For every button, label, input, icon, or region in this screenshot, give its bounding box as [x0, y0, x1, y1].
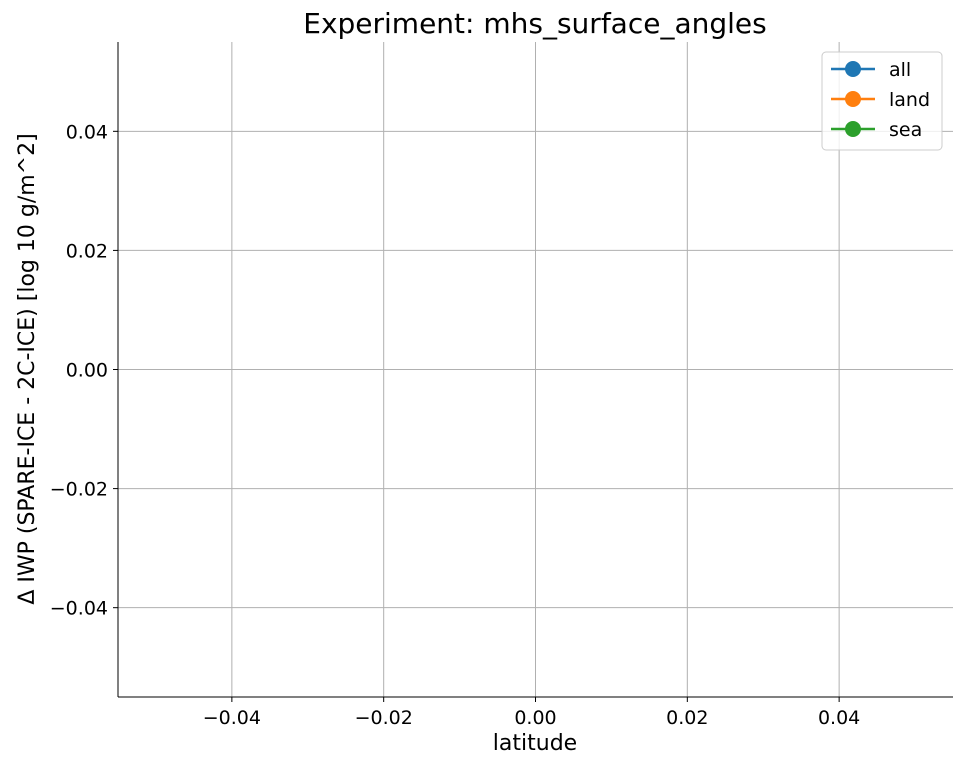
x-tick-label: 0.00	[514, 707, 556, 729]
legend-label: sea	[889, 119, 922, 141]
y-tick-label: 0.00	[66, 360, 108, 382]
x-tick-label: −0.02	[355, 707, 413, 729]
legend-marker-icon	[845, 91, 861, 107]
x-tick-label: 0.04	[818, 707, 860, 729]
chart-title: Experiment: mhs_surface_angles	[303, 7, 766, 40]
y-ticks: −0.04 −0.02 0.00 0.02 0.04	[50, 121, 118, 620]
legend-label: all	[889, 59, 911, 81]
legend-label: land	[889, 89, 930, 111]
legend-item-sea: sea	[831, 119, 922, 141]
x-ticks: −0.04 −0.02 0.00 0.02 0.04	[203, 697, 860, 729]
legend-marker-icon	[845, 121, 861, 137]
legend-items: all land sea	[831, 59, 930, 141]
y-tick-label: −0.02	[50, 479, 108, 501]
y-tick-label: 0.04	[66, 121, 108, 143]
legend-item-land: land	[831, 89, 930, 111]
x-tick-label: 0.02	[666, 707, 708, 729]
y-tick-label: 0.02	[66, 240, 108, 262]
legend-item-all: all	[831, 59, 911, 81]
grid	[118, 42, 953, 697]
legend: all land sea	[821, 51, 943, 151]
y-axis-title: Δ IWP (SPARE-ICE - 2C-ICE) [log 10 g/m^2…	[15, 133, 40, 604]
y-tick-label: −0.04	[50, 598, 108, 620]
x-axis-title: latitude	[493, 731, 577, 756]
legend-marker-icon	[845, 61, 861, 77]
x-tick-label: −0.04	[203, 707, 261, 729]
